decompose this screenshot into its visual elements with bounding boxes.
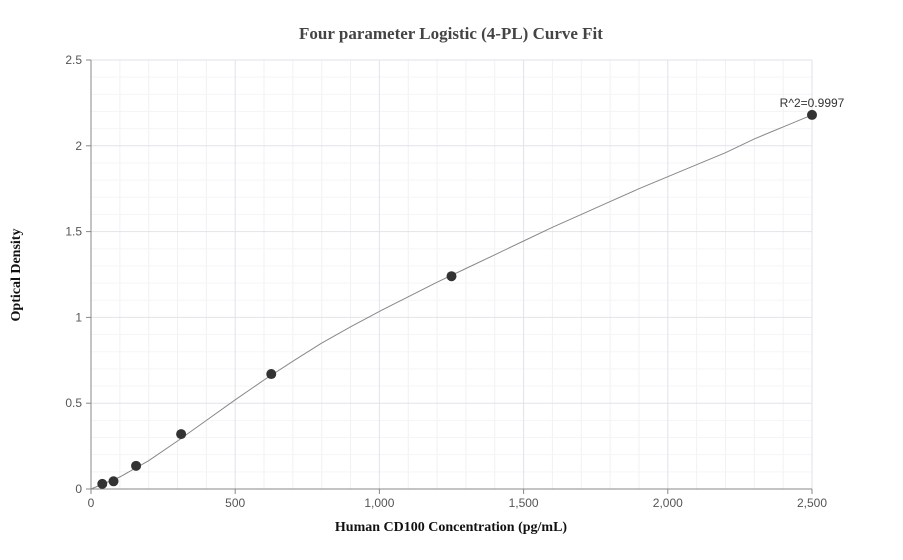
x-tick-label: 1,000: [364, 496, 394, 510]
data-point: [97, 478, 108, 489]
x-axis-ticks: 0 500 1,000 1,500 2,000 2,500: [88, 489, 827, 510]
minor-grid: [91, 60, 812, 489]
x-axis-title: Human CD100 Concentration (pg/mL): [335, 520, 568, 535]
data-point: [108, 476, 119, 487]
y-tick-label: 2.5: [65, 53, 82, 67]
x-tick-label: 0: [88, 496, 95, 510]
chart-title: Four parameter Logistic (4-PL) Curve Fit: [299, 24, 603, 43]
data-points: [97, 109, 817, 489]
y-axis-title: Optical Density: [9, 229, 24, 322]
x-tick-label: 1,500: [509, 496, 539, 510]
x-tick-label: 2,500: [797, 496, 827, 510]
data-point: [266, 369, 277, 380]
y-tick-label: 1: [75, 310, 82, 324]
axes: [90, 60, 812, 490]
y-tick-label: 0: [75, 482, 82, 496]
y-tick-label: 0.5: [65, 396, 82, 410]
x-tick-label: 2,000: [653, 496, 683, 510]
data-point: [446, 271, 457, 282]
fit-curve-line: [90, 114, 813, 490]
major-grid: [91, 59, 813, 489]
data-point: [807, 109, 817, 120]
r-squared-annotation: R^2=0.9997: [780, 96, 845, 110]
y-axis-ticks: 0 0.5 1 1.5 2 2.5: [65, 53, 91, 496]
y-tick-label: 2: [75, 139, 82, 153]
x-tick-label: 500: [225, 496, 245, 510]
y-tick-label: 1.5: [65, 225, 82, 239]
data-point: [131, 460, 142, 471]
data-point: [176, 429, 187, 440]
